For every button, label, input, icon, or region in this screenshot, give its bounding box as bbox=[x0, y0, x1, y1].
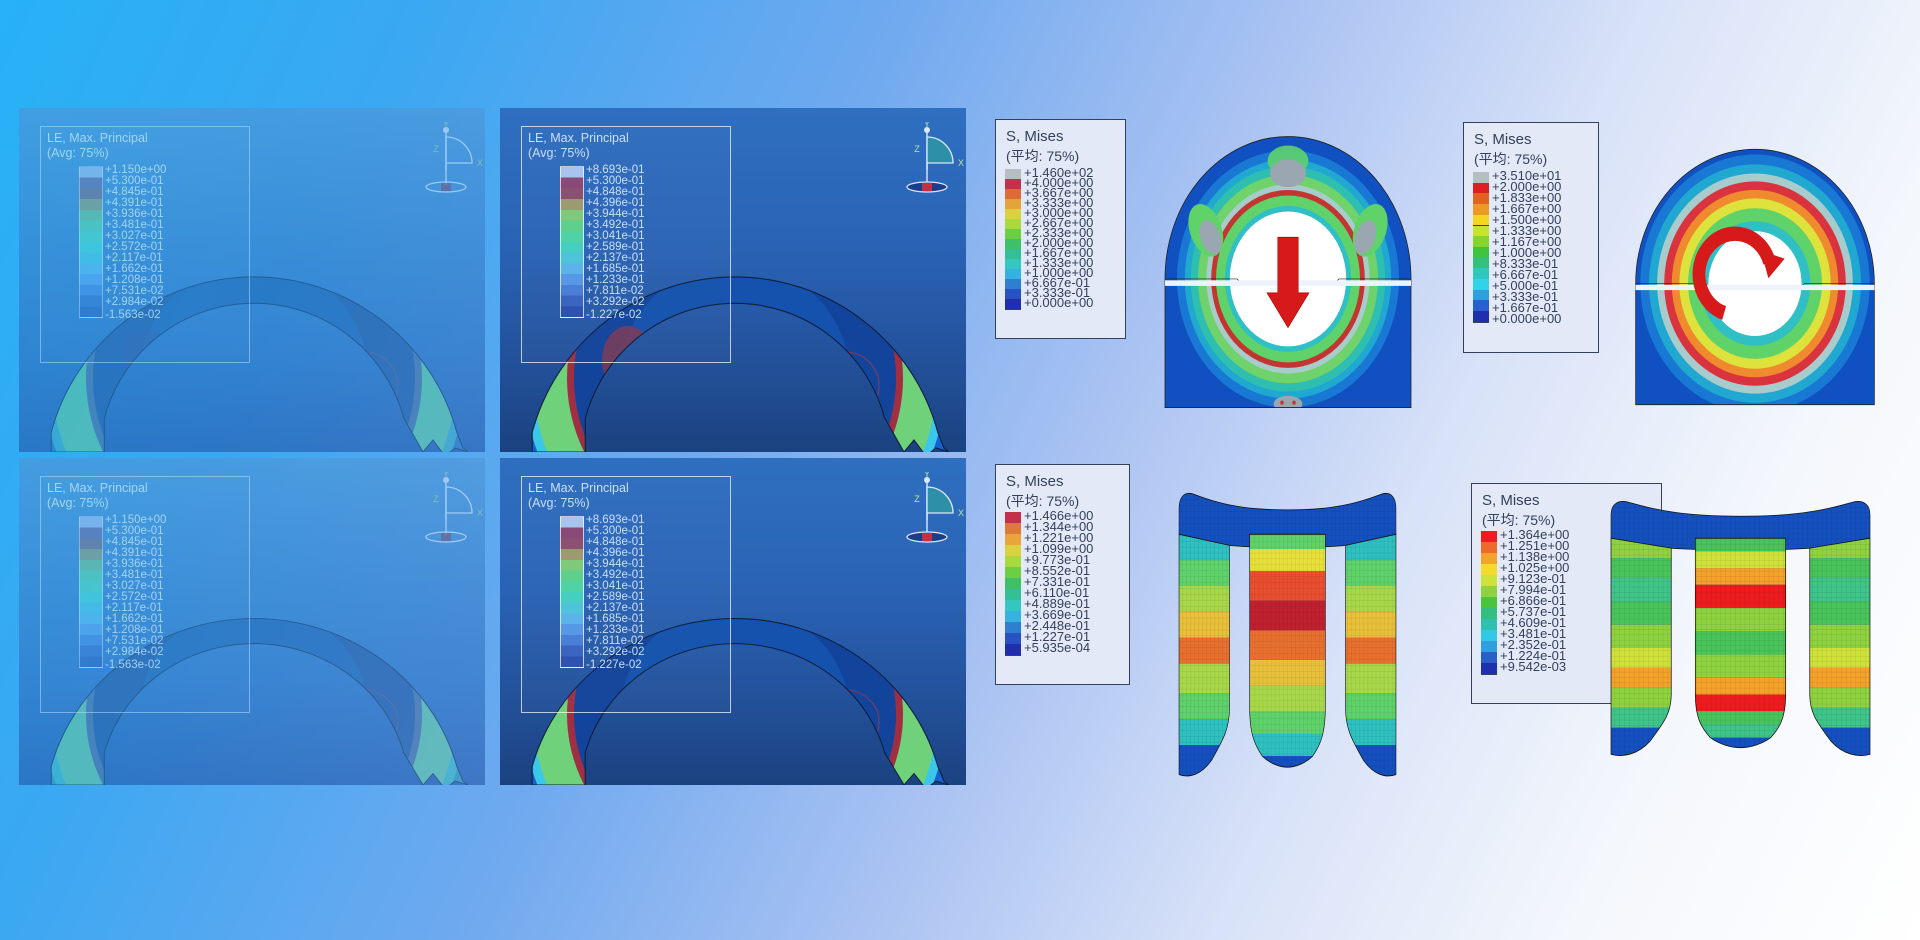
svg-text:Y: Y bbox=[443, 122, 449, 129]
svg-text:Y: Y bbox=[924, 122, 930, 129]
svg-text:X: X bbox=[477, 508, 483, 518]
svg-text:Y: Y bbox=[924, 472, 930, 479]
svg-text:X: X bbox=[958, 508, 964, 518]
svg-text:Z: Z bbox=[433, 144, 439, 154]
svg-text:X: X bbox=[477, 158, 483, 168]
svg-text:Z: Z bbox=[914, 494, 920, 504]
svg-text:Z: Z bbox=[433, 494, 439, 504]
svg-text:X: X bbox=[958, 158, 964, 168]
svg-text:Y: Y bbox=[443, 472, 449, 479]
svg-text:Z: Z bbox=[914, 144, 920, 154]
